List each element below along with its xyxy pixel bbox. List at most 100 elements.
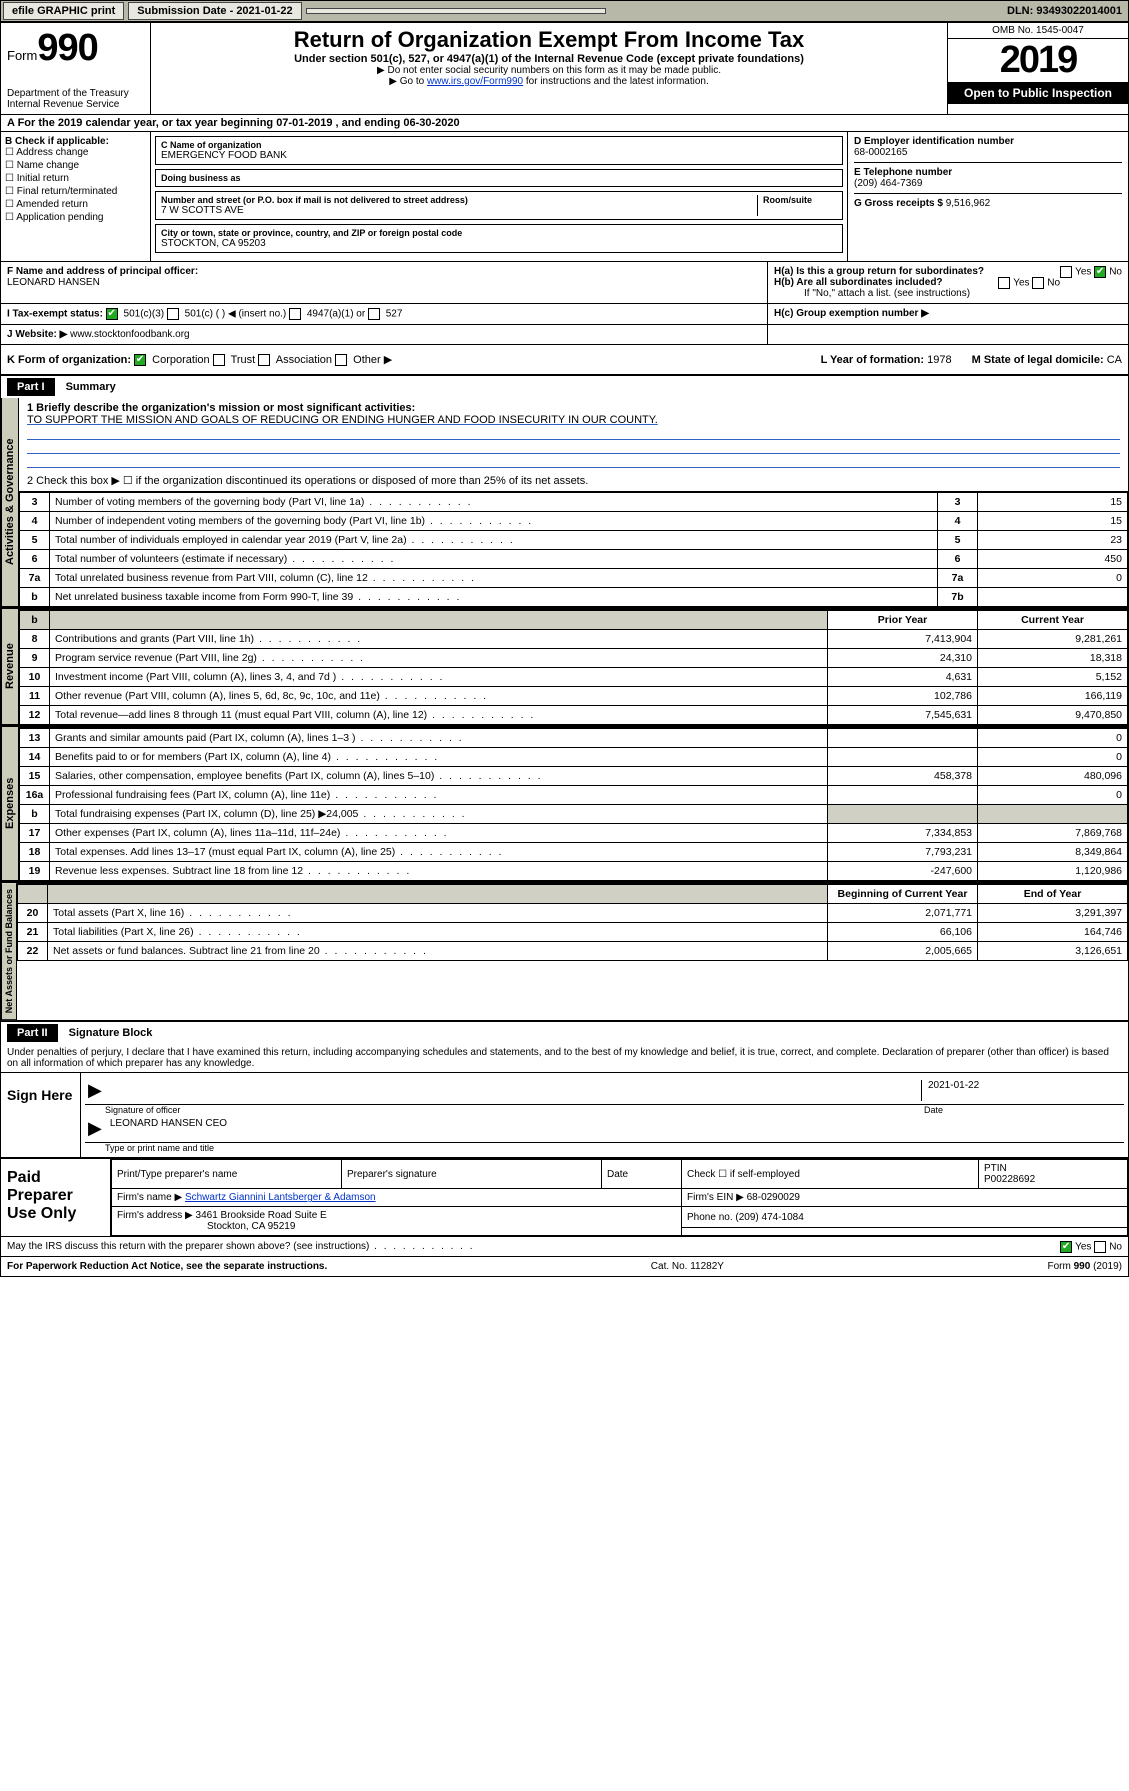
q2: 2 Check this box ▶ ☐ if the organization… — [27, 474, 1120, 487]
chk-amended[interactable]: ☐ Amended return — [5, 199, 146, 210]
ha-yes[interactable] — [1060, 266, 1072, 278]
line-no: 15 — [20, 767, 50, 786]
line-text: Total expenses. Add lines 13–17 (must eq… — [50, 843, 828, 862]
omb-no: OMB No. 1545-0047 — [948, 23, 1128, 39]
hb-yes[interactable] — [998, 277, 1010, 289]
city-box: City or town, state or province, country… — [155, 224, 843, 253]
line-text: Revenue less expenses. Subtract line 18 … — [50, 862, 828, 881]
line-no: 7a — [20, 569, 50, 588]
declaration: Under penalties of perjury, I declare th… — [1, 1044, 1128, 1072]
line-text: Benefits paid to or for members (Part IX… — [50, 748, 828, 767]
curr-val: 9,281,261 — [978, 630, 1128, 649]
sig-officer-line[interactable]: ▶ 2021-01-22 — [85, 1077, 1124, 1105]
gross-receipts: 9,516,962 — [946, 198, 991, 209]
discuss-no[interactable] — [1094, 1241, 1106, 1253]
row-a: A For the 2019 calendar year, or tax yea… — [1, 115, 1128, 132]
mission-blank — [27, 440, 1120, 454]
chk-final[interactable]: ☐ Final return/terminated — [5, 186, 146, 197]
vtab-activities: Activities & Governance — [1, 398, 19, 607]
firm-link[interactable]: Schwartz Giannini Lantsberger & Adamson — [185, 1192, 376, 1203]
chk-trust[interactable] — [213, 354, 225, 366]
curr-val: 0 — [978, 786, 1128, 805]
line-text: Salaries, other compensation, employee b… — [50, 767, 828, 786]
prior-val: 458,378 — [828, 767, 978, 786]
line-no: 22 — [18, 942, 48, 961]
curr-val: 480,096 — [978, 767, 1128, 786]
ha-no[interactable]: ✔ — [1094, 266, 1106, 278]
prior-val — [828, 728, 978, 748]
title-cell: Return of Organization Exempt From Incom… — [151, 23, 948, 114]
prior-val: 7,545,631 — [828, 706, 978, 725]
beg-val: 2,071,771 — [828, 904, 978, 923]
line-ref: 4 — [938, 512, 978, 531]
line-no: 19 — [20, 862, 50, 881]
row-m: M State of legal domicile: CA — [972, 354, 1122, 366]
chk-initial[interactable]: ☐ Initial return — [5, 173, 146, 184]
line-no: b — [20, 805, 50, 824]
mission-blank — [27, 454, 1120, 468]
line-ref: 6 — [938, 550, 978, 569]
line-no: 14 — [20, 748, 50, 767]
prior-val: 102,786 — [828, 687, 978, 706]
line-text: Grants and similar amounts paid (Part IX… — [50, 728, 828, 748]
line-text: Program service revenue (Part VIII, line… — [50, 649, 828, 668]
form-number: 990 — [37, 27, 97, 69]
sig-name-line[interactable]: ▶ LEONARD HANSEN CEO — [85, 1115, 1124, 1143]
hb-no[interactable] — [1032, 277, 1044, 289]
line-text: Number of independent voting members of … — [50, 512, 938, 531]
discuss-yes[interactable]: ✔ — [1060, 1241, 1072, 1253]
line-no: 10 — [20, 668, 50, 687]
chk-501c3[interactable]: ✔ — [106, 308, 118, 320]
curr-val: 166,119 — [978, 687, 1128, 706]
prior-val: 7,334,853 — [828, 824, 978, 843]
netassets-table: Beginning of Current Year End of Year20 … — [17, 883, 1128, 961]
chk-address[interactable]: ☐ Address change — [5, 147, 146, 158]
line-no: 16a — [20, 786, 50, 805]
line-val: 15 — [978, 512, 1128, 531]
irs-link[interactable]: www.irs.gov/Form990 — [427, 76, 523, 87]
chk-name[interactable]: ☐ Name change — [5, 160, 146, 171]
sign-here-label: Sign Here — [1, 1073, 81, 1157]
form-title: Return of Organization Exempt From Incom… — [157, 27, 941, 53]
tax-year: 2019 — [948, 39, 1128, 82]
chk-527[interactable] — [368, 308, 380, 320]
line-no: b — [20, 588, 50, 607]
curr-val: 8,349,864 — [978, 843, 1128, 862]
note-goto: ▶ Go to www.irs.gov/Form990 for instruct… — [157, 76, 941, 87]
end-val: 3,126,651 — [978, 942, 1128, 961]
dept-treasury: Department of the Treasury Internal Reve… — [7, 88, 144, 110]
chk-pending[interactable]: ☐ Application pending — [5, 212, 146, 223]
part2-title: Signature Block — [61, 1027, 153, 1039]
chk-other[interactable] — [335, 354, 347, 366]
mission-blank — [27, 426, 1120, 440]
efile-btn[interactable]: efile GRAPHIC print — [3, 2, 124, 20]
phone-lbl: E Telephone number — [854, 167, 1122, 178]
curr-val: 0 — [978, 728, 1128, 748]
chk-assoc[interactable] — [258, 354, 270, 366]
line-val — [978, 588, 1128, 607]
chk-4947[interactable] — [289, 308, 301, 320]
line-text: Number of voting members of the governin… — [50, 492, 938, 512]
form-990: Form990 Department of the Treasury Inter… — [0, 22, 1129, 1277]
form-id-cell: Form990 Department of the Treasury Inter… — [1, 23, 151, 114]
chk-501c[interactable] — [167, 308, 179, 320]
line-text: Other revenue (Part VIII, column (A), li… — [50, 687, 828, 706]
box-b-title: B Check if applicable: — [5, 136, 146, 147]
vtab-revenue: Revenue — [1, 609, 19, 725]
addr-box: Number and street (or P.O. box if mail i… — [155, 191, 843, 220]
paid-preparer-label: Paid Preparer Use Only — [1, 1159, 111, 1236]
ein-lbl: D Employer identification number — [854, 136, 1122, 147]
line-ref: 7a — [938, 569, 978, 588]
line-ref: 3 — [938, 492, 978, 512]
line-no: 6 — [20, 550, 50, 569]
prior-val — [828, 748, 978, 767]
arrow-icon: ▶ — [88, 1118, 102, 1139]
submission-btn[interactable]: Submission Date - 2021-01-22 — [128, 2, 301, 20]
line-text: Net assets or fund balances. Subtract li… — [48, 942, 828, 961]
q1: 1 Briefly describe the organization's mi… — [27, 402, 1120, 414]
website-val: www.stocktonfoodbank.org — [70, 329, 190, 340]
box-b: B Check if applicable: ☐ Address change … — [1, 132, 151, 261]
line-text: Net unrelated business taxable income fr… — [50, 588, 938, 607]
ein-val: 68-0002165 — [854, 147, 1122, 158]
chk-corp[interactable]: ✔ — [134, 354, 146, 366]
